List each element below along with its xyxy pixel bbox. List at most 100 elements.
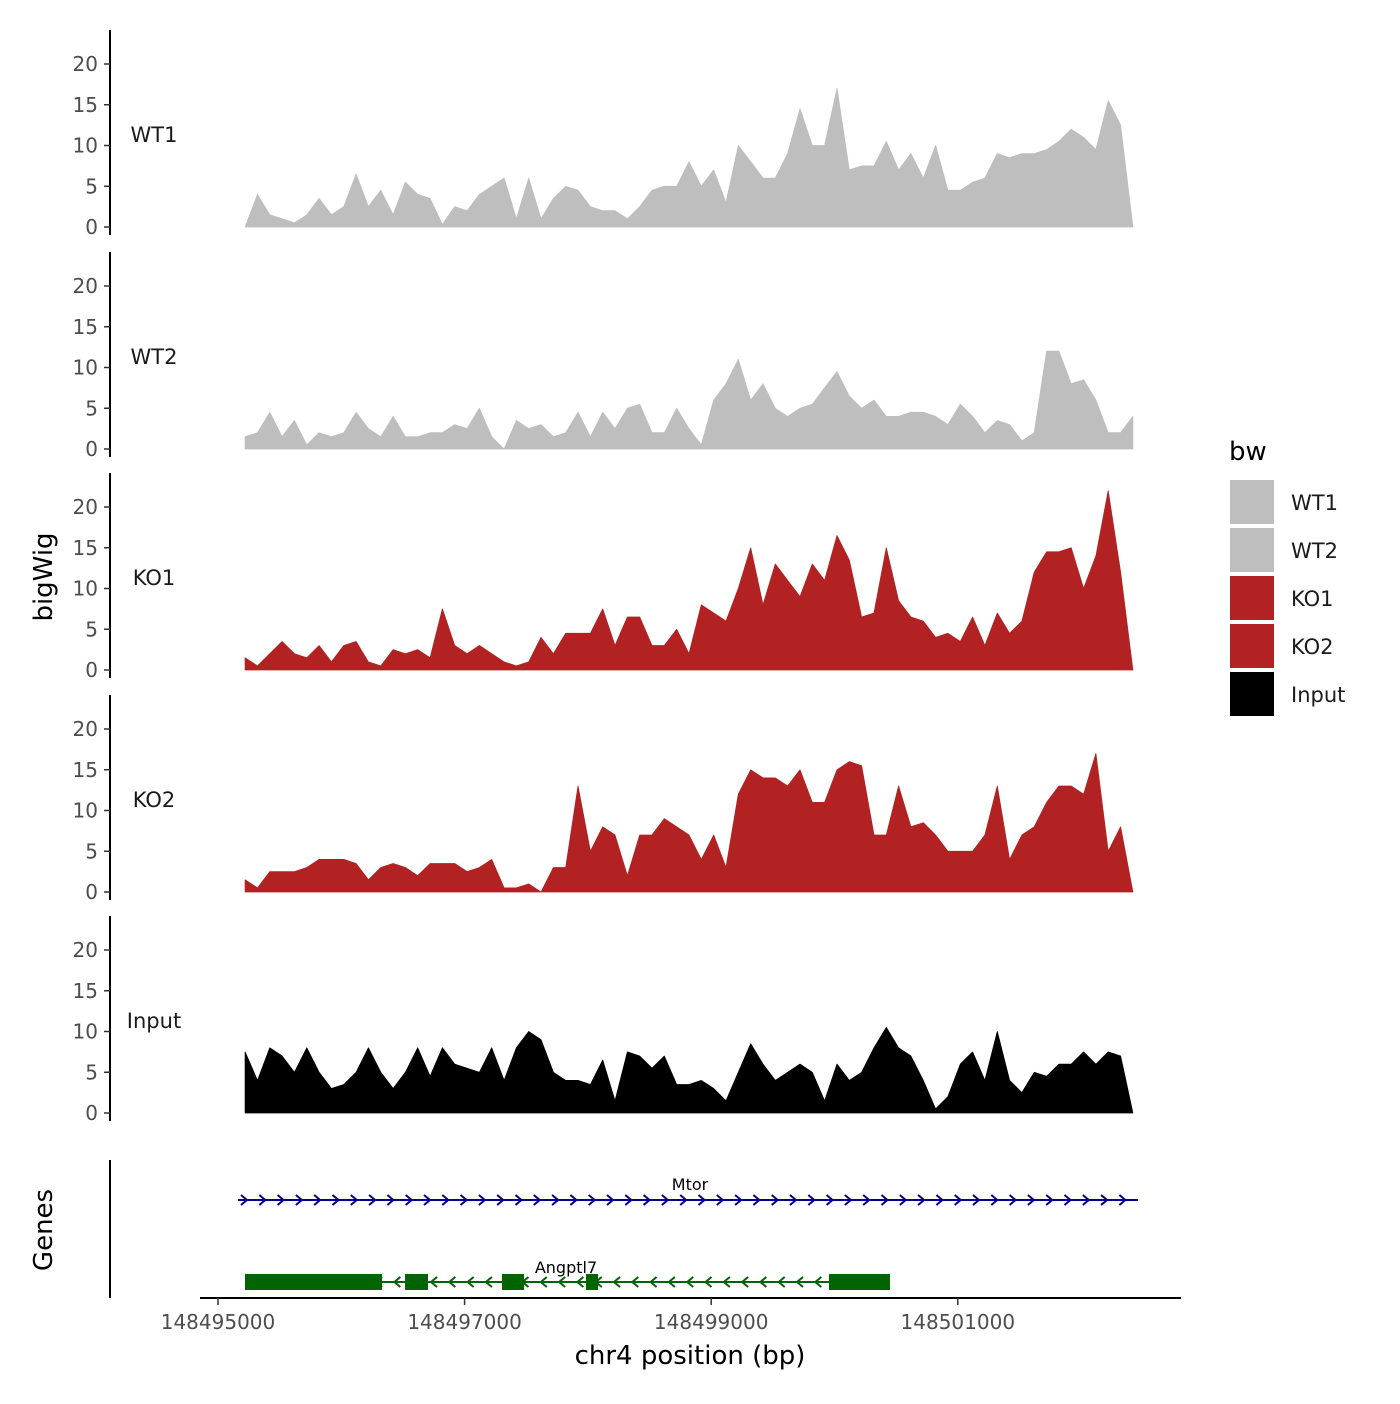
strand-arrow-icon [630,1276,639,1288]
strand-arrow-icon [331,1194,341,1206]
legend-label: WT2 [1291,539,1338,563]
gene-label: Mtor [672,1175,709,1194]
strand-arrow-icon [758,1276,768,1288]
exon [585,1274,599,1290]
strand-arrow-icon [679,1194,688,1206]
strand-arrow-icon [1027,1194,1036,1206]
y-tick-label: 15 [73,315,98,339]
strand-arrow-icon [789,1194,798,1206]
y-tick-label: 0 [85,658,98,682]
gene-angptl7: Angptl7 [245,1258,890,1290]
x-axis-title: chr4 position (bp) [575,1341,806,1371]
y-tick-label: 10 [73,799,98,823]
track-wt1: 0 5 10 15 20 WT1 [73,30,1134,239]
y-tick-label: 20 [73,495,98,519]
strand-arrow-icon [1045,1194,1054,1206]
strand-arrow-icon [880,1194,890,1206]
track-input: 0 5 10 15 20 Input [73,916,1134,1125]
strand-arrow-icon [533,1194,542,1206]
strand-arrow-icon [899,1194,908,1206]
y-tick-label: 5 [85,174,98,198]
legend-label: WT1 [1291,491,1338,515]
signal-area-input [244,1027,1134,1114]
x-tick-label: 148497000 [407,1310,522,1334]
strand-arrow-icon [313,1194,322,1206]
x-tick-label: 148499000 [654,1310,769,1334]
y-tick-label: 20 [73,274,98,298]
track-label: KO2 [133,788,176,812]
strand-arrow-icon [862,1194,871,1206]
strand-arrow-icon [447,1276,456,1288]
strand-arrow-icon [954,1194,963,1206]
strand-arrow-icon [990,1194,999,1206]
y-tick-label: 10 [73,356,98,380]
legend-label: KO1 [1291,587,1334,611]
strand-arrow-icon [649,1276,658,1288]
legend-key-ko1 [1230,576,1274,620]
legend-key-wt2 [1230,528,1274,572]
strand-arrow-icon [484,1276,493,1288]
strand-arrow-icon [240,1194,249,1206]
y-tick-label: 5 [85,396,98,420]
y-tick-label: 5 [85,617,98,641]
strand-arrow-icon [825,1194,835,1206]
y-tick-label: 15 [73,536,98,560]
gene-mtor: Mtor [237,1175,1138,1206]
strand-arrow-icon [441,1194,450,1206]
strand-arrow-icon [551,1194,560,1206]
strand-arrow-icon [722,1276,731,1288]
exon [405,1274,428,1290]
strand-arrow-icon [386,1194,395,1206]
strand-arrow-icon [697,1194,707,1206]
strand-arrow-icon [459,1194,469,1206]
y-tick-label: 0 [85,880,98,904]
y-axis-title: bigWig [29,532,59,621]
y-tick-label: 5 [85,839,98,863]
strand-arrow-icon [703,1276,713,1288]
strand-arrow-icon [740,1276,749,1288]
strand-arrow-icon [752,1194,761,1206]
strand-arrow-icon [588,1194,597,1206]
track-label: Input [127,1009,181,1033]
legend-title: bw [1229,437,1267,467]
y-tick-label: 20 [73,938,98,962]
y-tick-label: 20 [73,52,98,76]
strand-arrow-icon [496,1194,505,1206]
signal-area-ko1 [244,490,1134,671]
track-wt2: 0 5 10 15 20 WT2 [73,252,1134,461]
x-tick-label: 148501000 [901,1310,1016,1334]
strand-arrow-icon [466,1276,475,1288]
strand-arrow-icon [1118,1194,1127,1206]
legend-key-ko2 [1230,624,1274,668]
x-tick-label: 148495000 [161,1310,276,1334]
y-tick-label: 10 [73,1020,98,1044]
y-tick-label: 15 [73,758,98,782]
legend: bw WT1 WT2 KO1 KO2 Input [1229,437,1345,716]
track-label: KO1 [133,566,176,590]
strand-arrow-icon [350,1194,359,1206]
y-tick-label: 15 [73,979,98,1003]
strand-arrow-icon [795,1276,804,1288]
legend-key-input [1230,672,1274,716]
strand-arrow-icon [813,1276,822,1288]
y-tick-label: 0 [85,437,98,461]
strand-arrow-icon [807,1194,816,1206]
track-ko2: 0 5 10 15 20 KO2 [73,695,1134,904]
signal-area-wt2 [244,350,1134,450]
legend-label: KO2 [1291,635,1334,659]
strand-arrow-icon [392,1276,402,1288]
y-tick-label: 15 [73,93,98,117]
y-tick-label: 20 [73,717,98,741]
track-label: WT2 [131,345,178,369]
signal-area-wt1 [244,88,1134,228]
strand-arrow-icon [514,1194,524,1206]
gene-label: Angptl7 [535,1258,597,1277]
strand-arrow-icon [1082,1194,1091,1206]
strand-arrow-icon [624,1194,633,1206]
strand-arrow-icon [539,1276,548,1288]
strand-arrow-icon [429,1276,438,1288]
strand-arrow-icon [1063,1194,1073,1206]
strand-arrow-icon [734,1194,743,1206]
strand-arrow-icon [935,1194,944,1206]
strand-arrow-icon [972,1194,981,1206]
